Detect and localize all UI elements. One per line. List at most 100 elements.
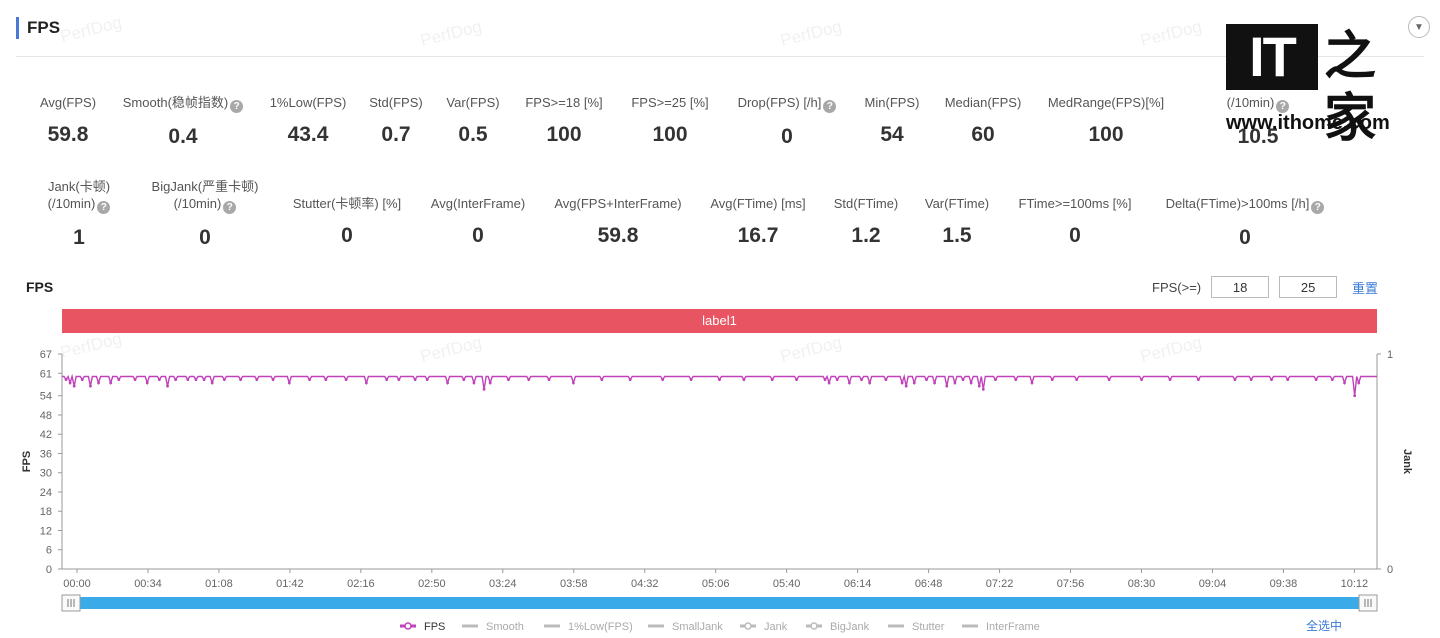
metric-metrics_row2-7: Var(FTime) 1.5 [847, 195, 1067, 248]
fps-data-point [117, 378, 121, 382]
y-tick-label: 18 [40, 506, 52, 518]
x-tick-label: 00:00 [63, 578, 91, 590]
fps-data-point [847, 381, 851, 385]
metric-metrics_row1-8: Min(FPS) 54 [782, 94, 1002, 147]
metric-value: 0 [341, 224, 353, 247]
metric-label: Drop(FPS) [/h]? [677, 94, 897, 113]
fps-data-point [1343, 381, 1346, 385]
fps-data-point [133, 378, 137, 382]
metric-label: Jank(卡顿) [47, 179, 111, 194]
time-range-scrollbar[interactable] [62, 597, 1377, 609]
help-icon[interactable]: ? [1276, 100, 1290, 113]
fps-data-point [109, 381, 113, 385]
metric-metrics_row2-6: Std(FTime) 1.2 [756, 195, 976, 248]
section-title: FPS [27, 18, 61, 37]
fps-data-point [868, 381, 872, 385]
header-divider [16, 56, 1424, 57]
select-all-link[interactable]: 全选中 [1306, 618, 1342, 633]
legend-item[interactable]: BigJank [830, 621, 870, 633]
x-tick-label: 04:32 [631, 578, 659, 590]
fps-data-point [860, 378, 863, 382]
fps-data-point [1030, 381, 1034, 385]
y-tick-label: 30 [40, 468, 52, 480]
legend-item[interactable]: Smooth [486, 621, 524, 633]
fps-data-point [770, 378, 774, 382]
fps-data-point [912, 381, 916, 385]
fps-data-point [324, 378, 328, 382]
fps-data-point [186, 378, 190, 382]
fps-data-point [945, 384, 949, 388]
legend-item[interactable]: Stutter [912, 621, 945, 633]
metric-metrics_row2-0: Jank(卡顿) (/10min)? 1 [0, 178, 189, 250]
legend-item[interactable]: FPS [424, 621, 445, 633]
metric-label: Std(FPS) [369, 95, 423, 110]
fps-data-point [1168, 378, 1172, 382]
metric-label: 1%Low(FPS) [269, 95, 347, 110]
fps-data-point [994, 378, 997, 382]
fps-data-point [255, 378, 259, 382]
fps-data-point [1353, 394, 1357, 398]
fps-data-point [835, 378, 839, 382]
metric-label: Delta(FTime)>100ms [/h]? [1135, 195, 1355, 214]
x-tick-label: 03:58 [560, 578, 588, 590]
label-band[interactable]: label1 [62, 309, 1377, 333]
help-icon[interactable]: ? [97, 201, 111, 214]
fps-data-point [364, 381, 368, 385]
metric-value: 0.4 [168, 125, 198, 148]
fps-data-point [718, 378, 721, 382]
collapse-chevron-icon[interactable]: ▼ [1408, 16, 1430, 38]
y-tick-label: 36 [40, 448, 52, 460]
help-icon[interactable]: ? [223, 201, 237, 214]
legend-item[interactable]: InterFrame [986, 621, 1040, 633]
fps-data-point [1050, 378, 1054, 382]
metric-label: FTime>=100ms [%] [1018, 196, 1132, 211]
help-icon[interactable]: ? [823, 100, 837, 113]
fps-data-point [933, 381, 937, 385]
help-icon[interactable]: ? [230, 100, 244, 113]
metric-label-unit-text: (/10min) [47, 196, 96, 211]
fps-threshold-input-2[interactable] [1279, 276, 1338, 298]
fps-data-point [981, 387, 985, 391]
metric-metrics_row1-5: FPS>=18 [%] 100 [454, 94, 674, 147]
fps-data-point [527, 378, 531, 382]
fps-data-point [600, 378, 604, 382]
metric-label: Smooth(稳帧指数)? [73, 94, 293, 113]
fps-data-point [271, 378, 275, 382]
metric-label: Stutter(卡顿率) [%] [292, 196, 402, 211]
fps-data-point [904, 384, 908, 388]
metric-metrics_row1-6: FPS>=25 [%] 100 [560, 94, 780, 147]
fps-data-point [884, 378, 888, 382]
metric-label: Avg(FPS+InterFrame) [554, 196, 682, 211]
fps-data-point [1197, 378, 1200, 382]
x-tick-label: 05:06 [702, 578, 730, 590]
y-tick-label: 0 [46, 564, 52, 576]
logo-url: www.ithome.com [1226, 112, 1390, 134]
fps-threshold-input-1[interactable] [1211, 276, 1270, 298]
legend-item[interactable]: 1%Low(FPS) [568, 621, 633, 633]
metric-label: Median(FPS) [944, 95, 1022, 110]
metric-label-unit: (/10min)? [1148, 94, 1368, 113]
legend-item[interactable]: SmallJank [672, 621, 723, 633]
help-icon[interactable]: ? [1311, 201, 1325, 214]
metric-label: Var(FTime) [924, 196, 990, 211]
metric-label: MedRange(FPS)[%] [1047, 95, 1165, 110]
fps-data-point [97, 381, 100, 385]
ithome-logo: IT 之家 www.ithome.com [1226, 24, 1422, 149]
y-tick-label: 61 [40, 368, 52, 380]
fps-chart[interactable]: 0 6 12 18 24 30 36 42 48 54 61 67 0 1 FPS Jank 00:00 00:3… [0, 340, 1440, 638]
metric-value: 60 [971, 123, 995, 146]
fps-data-point [482, 387, 486, 391]
fps-data-point [925, 378, 928, 382]
legend-item[interactable]: Jank [764, 621, 788, 633]
fps-data-point [166, 384, 169, 388]
metric-value: 0 [472, 224, 484, 247]
fps-data-point [661, 378, 665, 382]
reset-button[interactable]: 重置 [1352, 281, 1379, 296]
fps-data-point [158, 378, 161, 382]
metric-metrics_row1-0: Avg(FPS) 59.8 [0, 94, 178, 147]
metric-metrics_row2-5: Avg(FTime) [ms] 16.7 [648, 195, 868, 248]
y-tick-label: 42 [40, 429, 52, 441]
fps-data-point [953, 381, 957, 385]
fps-data-point [239, 378, 242, 382]
metric-value: 54 [880, 123, 904, 146]
